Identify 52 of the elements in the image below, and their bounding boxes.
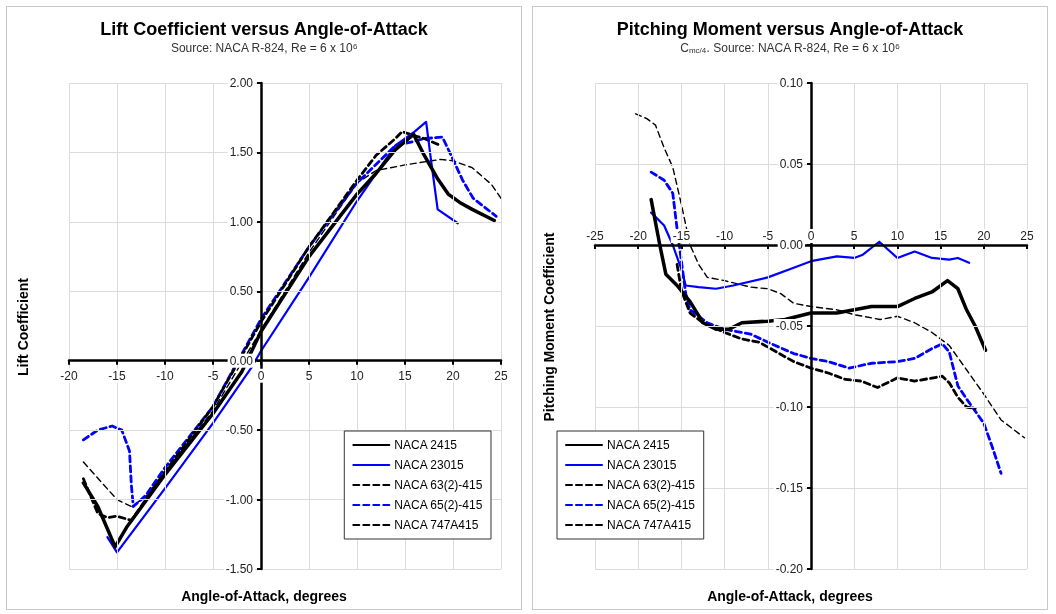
legend-label: NACA 65(2)-415 — [394, 498, 483, 512]
x-tick-label: 0 — [257, 368, 265, 383]
y-tick-label: 0.00 — [779, 238, 804, 252]
y-tick-label: -0.50 — [225, 423, 254, 438]
x-axis-title: Angle-of-Attack, degrees — [181, 588, 348, 604]
y-tick-label: -0.20 — [775, 562, 804, 576]
x-tick-label: 5 — [305, 368, 313, 383]
x-tick-label: -10 — [156, 368, 174, 383]
x-tick-label: -25 — [586, 229, 604, 243]
legend-label: NACA 2415 — [394, 438, 458, 452]
x-tick-label: 15 — [933, 229, 948, 243]
y-tick-label: 0.10 — [779, 76, 804, 90]
legend-label: NACA 63(2)-415 — [607, 478, 696, 492]
x-tick-label: -5 — [762, 229, 774, 243]
x-tick-label: 0 — [807, 229, 815, 243]
x-tick-label: 25 — [1020, 229, 1034, 243]
x-tick-label: 10 — [350, 368, 364, 383]
y-tick-label: -1.00 — [225, 492, 254, 507]
x-tick-label: 15 — [398, 368, 412, 383]
legend-label: NACA 23015 — [607, 458, 677, 472]
legend-label: NACA 63(2)-415 — [394, 478, 483, 492]
y-tick-label: 0.00 — [229, 353, 254, 368]
x-tick-label: 20 — [446, 368, 460, 383]
y-tick-label: 1.00 — [229, 214, 254, 229]
y-axis-title: Lift Coefficient — [15, 277, 31, 376]
x-tick-label: -10 — [715, 229, 734, 243]
y-tick-label: 2.00 — [229, 76, 254, 90]
y-tick-label: -1.50 — [225, 562, 254, 576]
x-tick-label: 25 — [494, 368, 508, 383]
x-tick-label: 10 — [890, 229, 905, 243]
x-tick-label: -20 — [629, 229, 648, 243]
y-tick-label: 0.05 — [779, 157, 804, 171]
x-tick-label: -20 — [60, 368, 78, 383]
legend-label: NACA 65(2)-415 — [607, 498, 696, 512]
x-tick-label: 20 — [977, 229, 991, 243]
y-tick-label: -0.10 — [775, 400, 804, 414]
chart-title: Pitching Moment versus Angle-of-Attack — [616, 19, 965, 39]
x-tick-label: -15 — [108, 368, 126, 383]
y-tick-label: -0.15 — [775, 481, 804, 495]
x-tick-label: -15 — [672, 229, 691, 243]
x-tick-label: 5 — [850, 229, 858, 243]
x-axis-title: Angle-of-Attack, degrees — [707, 588, 874, 604]
x-tick-label: -5 — [207, 368, 219, 383]
legend-label: NACA 747A415 — [394, 518, 479, 532]
y-tick-label: 0.50 — [229, 284, 254, 299]
legend-label: NACA 747A415 — [607, 518, 692, 532]
legend-label: NACA 23015 — [394, 458, 464, 472]
chart-title: Lift Coefficient versus Angle-of-Attack — [100, 19, 429, 39]
y-axis-title: Pitching Moment Coefficient — [541, 232, 557, 422]
y-tick-label: 1.50 — [229, 145, 254, 160]
legend-label: NACA 2415 — [607, 438, 671, 452]
y-tick-label: -0.05 — [775, 319, 804, 333]
